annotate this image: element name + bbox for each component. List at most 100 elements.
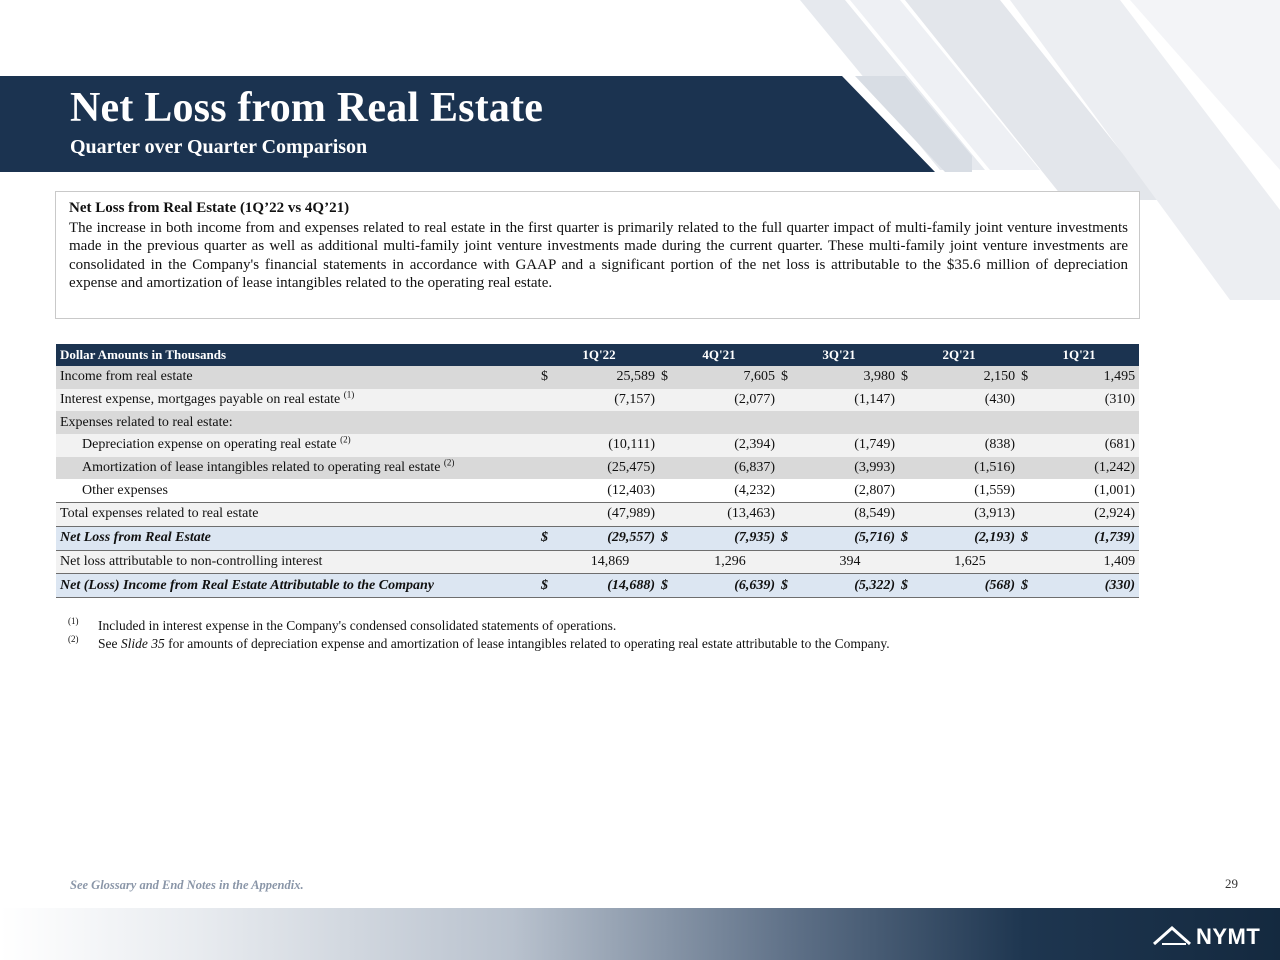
footnote-ref: (1) (343, 389, 355, 400)
company-logo: NYMT (1196, 924, 1261, 949)
column-header: 1Q'21 (1019, 344, 1140, 366)
cell-value: (430) (921, 388, 1020, 412)
cell-value: (1,749) (801, 434, 900, 457)
summary-heading: Net Loss from Real Estate (1Q’22 vs 4Q’2… (69, 200, 350, 216)
cell-value: (1,559) (921, 479, 1020, 503)
table-row: Expenses related to real estate: (56, 411, 1140, 435)
table-row: Income from real estate $25,589 $7,605 $… (56, 366, 1140, 389)
cell-value: (5,322) (801, 573, 900, 598)
cell-value: (2,924) (1041, 502, 1140, 527)
currency-symbol: $ (659, 573, 682, 598)
footnote-text: Included in interest expense in the Comp… (98, 618, 617, 633)
footnote-1: (1) Included in interest expense in the C… (68, 616, 617, 634)
row-label: Net (Loss) Income from Real Estate Attri… (56, 573, 539, 598)
cell-value: 1,296 (681, 549, 780, 574)
financial-table: Dollar Amounts in Thousands 1Q'22 4Q'21 … (56, 344, 1140, 598)
cell-value: 1,409 (1041, 549, 1140, 574)
cell-value: (6,639) (681, 573, 780, 598)
currency-symbol: $ (659, 366, 682, 389)
row-label: Interest expense, mortgages payable on r… (56, 388, 539, 412)
page-number: 29 (1225, 876, 1238, 891)
currency-symbol: $ (1019, 366, 1042, 389)
currency-symbol: $ (539, 573, 561, 598)
currency-symbol: $ (1019, 573, 1042, 598)
cell-value: (12,403) (561, 479, 660, 503)
table-header-label: Dollar Amounts in Thousands (56, 344, 539, 366)
currency-symbol: $ (899, 573, 922, 598)
cell-value: (1,242) (1041, 456, 1140, 480)
total-row: Net (Loss) Income from Real Estate Attri… (56, 573, 1140, 598)
footnote-2: (2) See Slide 35 for amounts of depreciat… (68, 634, 890, 651)
cell-value: (25,475) (561, 456, 660, 480)
footer-bar (0, 908, 1280, 960)
cell-value: (4,232) (681, 479, 780, 503)
footnote-mark: (1) (68, 616, 79, 626)
cell-value: (29,557) (561, 525, 660, 550)
cell-value: 1,625 (921, 549, 1020, 574)
currency-symbol: $ (779, 525, 802, 550)
row-label: Net loss attributable to non-controlling… (56, 549, 539, 574)
row-label: Amortization of lease intangibles relate… (56, 456, 539, 480)
column-header: 3Q'21 (779, 344, 900, 366)
cell-value: 25,589 (561, 366, 660, 389)
subtotal-row: Net Loss from Real Estate $ (29,557) $ (7,… (56, 525, 1140, 550)
cell-value: 2,150 (921, 366, 1020, 389)
table-row: Depreciation expense on operating real e… (56, 434, 1140, 457)
decorative-stripes (800, 0, 1280, 300)
table-row: Net loss attributable to non-controlling… (56, 549, 1140, 574)
table-row: Amortization of lease intangibles relate… (56, 456, 1140, 480)
cell-value: (5,716) (801, 525, 900, 550)
currency-symbol: $ (899, 366, 922, 389)
row-label: Income from real estate (56, 366, 539, 389)
row-label: Other expenses (56, 479, 539, 503)
currency-symbol: $ (1019, 525, 1042, 550)
cell-value: (2,077) (681, 388, 780, 412)
column-header: 1Q'22 (539, 344, 660, 366)
page-title: Net Loss from Real Estate (70, 85, 544, 131)
cell-value: 14,869 (561, 549, 660, 574)
title-banner (0, 76, 972, 172)
page-subtitle: Quarter over Quarter Comparison (70, 136, 368, 158)
house-roof-icon (1153, 925, 1191, 946)
cell-value: 1,495 (1041, 366, 1140, 389)
cell-value: (2,394) (681, 434, 780, 457)
slide-reference-link[interactable]: Slide 35 (120, 636, 165, 651)
cell-value: (14,688) (561, 573, 660, 598)
column-header: 2Q'21 (899, 344, 1020, 366)
cell-value: (1,516) (921, 456, 1020, 480)
cell-value: (7,935) (681, 525, 780, 550)
cell-value: (310) (1041, 388, 1140, 412)
footnote-ref: (2) (443, 457, 455, 468)
currency-symbol: $ (659, 525, 682, 550)
column-header: 4Q'21 (659, 344, 780, 366)
table-row: Total expenses related to real estate (4… (56, 502, 1140, 527)
footnote-mark: (2) (68, 634, 79, 644)
cell-value: (10,111) (561, 434, 660, 457)
currency-symbol: $ (779, 573, 802, 598)
cell-value: (7,157) (561, 388, 660, 412)
cell-value: (2,193) (921, 525, 1020, 550)
cell-value: (2,807) (801, 479, 900, 503)
cell-value: (13,463) (681, 502, 780, 527)
cell-value: 394 (801, 549, 900, 574)
row-label: Net Loss from Real Estate (56, 525, 539, 550)
cell-value: (8,549) (801, 502, 900, 527)
cell-value: (6,837) (681, 456, 780, 480)
currency-symbol: $ (779, 366, 802, 389)
row-label: Expenses related to real estate: (56, 411, 539, 435)
cell-value: (330) (1041, 573, 1140, 598)
cell-value: (681) (1041, 434, 1140, 457)
cell-value: (47,989) (561, 502, 660, 527)
row-label: Depreciation expense on operating real e… (56, 434, 539, 457)
cell-value: (838) (921, 434, 1020, 457)
currency-symbol: $ (539, 525, 561, 550)
cell-value: (1,739) (1041, 525, 1140, 550)
table-row: Other expenses (12,403) (4,232) (2,807) … (56, 479, 1140, 503)
currency-symbol: $ (899, 525, 922, 550)
cell-value: (1,147) (801, 388, 900, 412)
table-header-row: Dollar Amounts in Thousands 1Q'22 4Q'21 … (56, 344, 1140, 366)
cell-value: 3,980 (801, 366, 900, 389)
cell-value: (1,001) (1041, 479, 1140, 503)
footnote-ref: (2) (340, 434, 351, 445)
summary-box: Net Loss from Real Estate (1Q’22 vs 4Q’2… (55, 191, 1140, 319)
